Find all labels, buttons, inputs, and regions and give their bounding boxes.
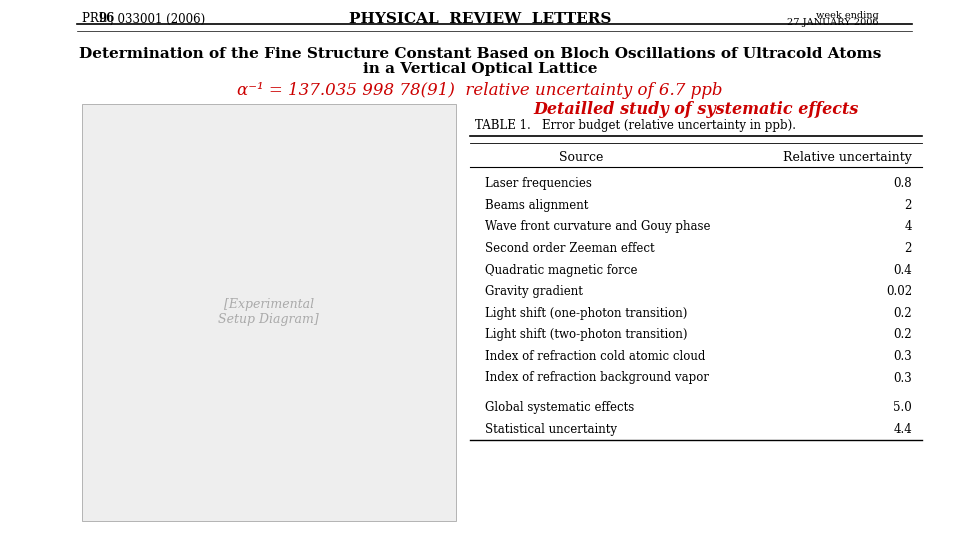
Text: Light shift (two-photon transition): Light shift (two-photon transition) <box>485 328 687 341</box>
Text: 5.0: 5.0 <box>893 401 912 414</box>
Text: 0.02: 0.02 <box>886 285 912 298</box>
Text: in a Vertical Optical Lattice: in a Vertical Optical Lattice <box>363 62 597 76</box>
Text: week ending: week ending <box>816 11 878 19</box>
Text: Source: Source <box>559 151 603 164</box>
Text: Laser frequencies: Laser frequencies <box>485 177 591 190</box>
Text: 2: 2 <box>904 242 912 255</box>
Text: TABLE 1.   Error budget (relative uncertainty in ppb).: TABLE 1. Error budget (relative uncertai… <box>475 119 796 132</box>
Text: Determination of the Fine Structure Constant Based on Bloch Oscillations of Ultr: Determination of the Fine Structure Cons… <box>79 47 881 61</box>
Text: Index of refraction cold atomic cloud: Index of refraction cold atomic cloud <box>485 350 706 363</box>
Text: 0.3: 0.3 <box>893 350 912 363</box>
Text: Gravity gradient: Gravity gradient <box>485 285 583 298</box>
Text: Beams alignment: Beams alignment <box>485 199 588 212</box>
Text: Detailled study of systematic effects: Detailled study of systematic effects <box>534 100 858 118</box>
Text: PHYSICAL  REVIEW  LETTERS: PHYSICAL REVIEW LETTERS <box>348 12 612 26</box>
Text: Second order Zeeman effect: Second order Zeeman effect <box>485 242 655 255</box>
Text: Light shift (one-photon transition): Light shift (one-photon transition) <box>485 307 687 320</box>
Text: 96: 96 <box>98 12 114 25</box>
Text: Statistical uncertainty: Statistical uncertainty <box>485 423 616 436</box>
Text: 4.4: 4.4 <box>893 423 912 436</box>
Text: , 033001 (2006): , 033001 (2006) <box>110 12 205 25</box>
Text: α⁻¹ = 137.035 998 78(91)  relative uncertainty of 6.7 ppb: α⁻¹ = 137.035 998 78(91) relative uncert… <box>237 82 723 99</box>
Text: PRL: PRL <box>82 12 109 25</box>
Text: 0.2: 0.2 <box>894 328 912 341</box>
Text: Global systematic effects: Global systematic effects <box>485 401 634 414</box>
Text: [Experimental
Setup Diagram]: [Experimental Setup Diagram] <box>219 299 319 326</box>
Text: Index of refraction background vapor: Index of refraction background vapor <box>485 372 708 384</box>
Text: 4: 4 <box>904 220 912 233</box>
Text: 0.2: 0.2 <box>894 307 912 320</box>
Text: Quadratic magnetic force: Quadratic magnetic force <box>485 264 637 276</box>
Text: Wave front curvature and Gouy phase: Wave front curvature and Gouy phase <box>485 220 710 233</box>
Text: 0.3: 0.3 <box>893 372 912 384</box>
Text: 27 JANUARY 2006: 27 JANUARY 2006 <box>787 18 878 27</box>
Text: 0.8: 0.8 <box>894 177 912 190</box>
Text: 2: 2 <box>904 199 912 212</box>
Text: Relative uncertainty: Relative uncertainty <box>783 151 912 164</box>
Text: 0.4: 0.4 <box>893 264 912 276</box>
